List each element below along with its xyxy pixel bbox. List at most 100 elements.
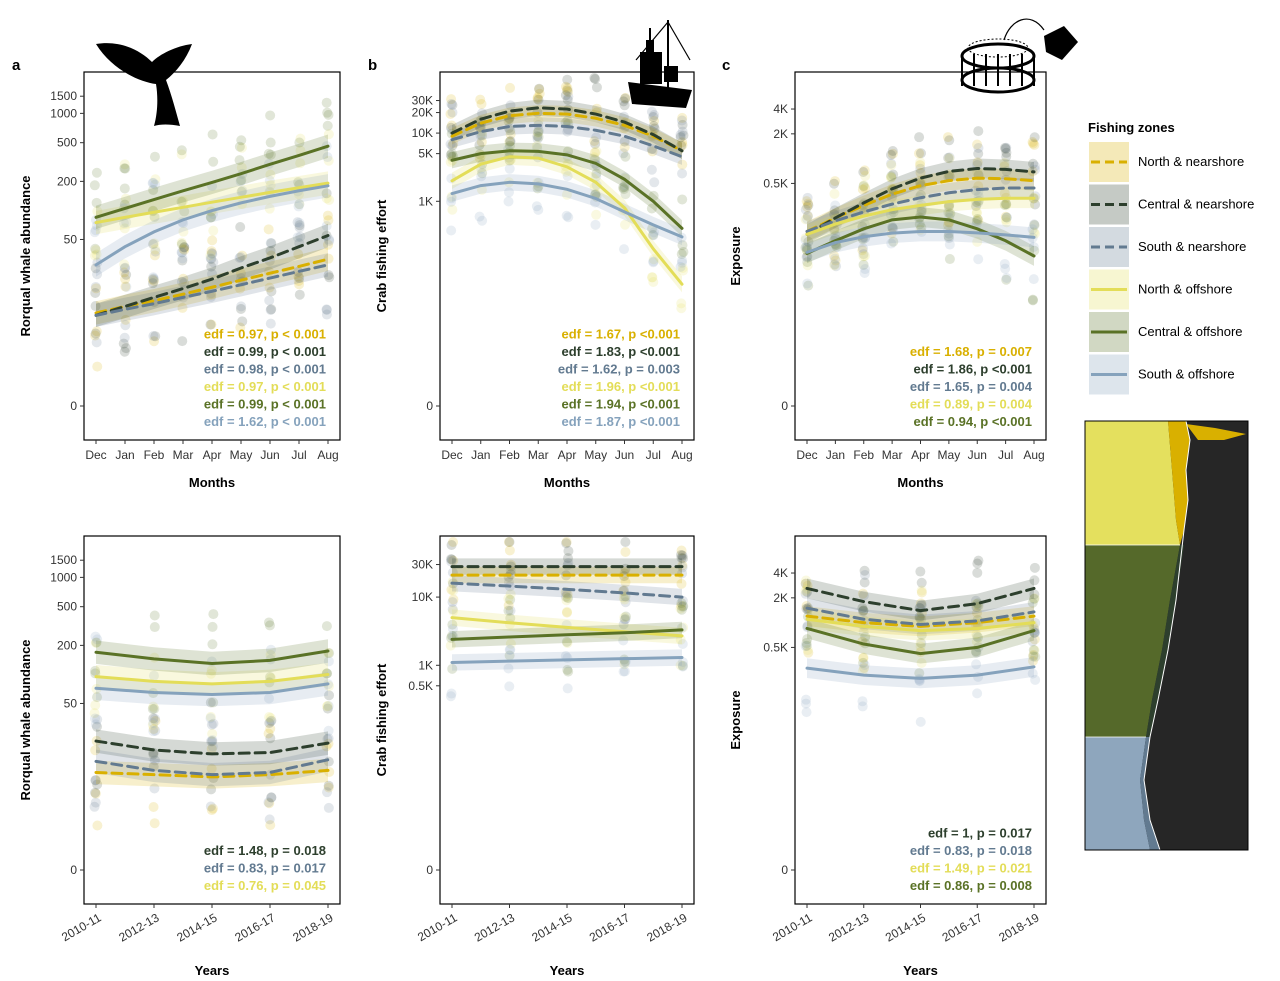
- model-annotation: edf = 0.99, p < 0.001: [204, 397, 326, 412]
- observation-point: [531, 201, 542, 212]
- observation-point: [264, 798, 275, 809]
- observation-point: [208, 156, 219, 167]
- x-tick-label: 2018-19: [644, 910, 689, 944]
- observation-point: [943, 201, 954, 212]
- observation-point: [477, 108, 488, 119]
- observation-point: [916, 657, 927, 668]
- observation-point: [178, 243, 189, 254]
- observation-point: [91, 249, 102, 260]
- observation-point: [1001, 142, 1012, 153]
- model-annotation: edf = 0.76, p = 0.045: [204, 878, 326, 893]
- observation-point: [999, 258, 1010, 269]
- observation-point: [505, 110, 516, 121]
- observation-point: [619, 571, 630, 582]
- observation-point: [973, 632, 984, 643]
- observation-point: [206, 665, 217, 676]
- observation-point: [91, 326, 102, 337]
- x-tick-label: Aug: [317, 448, 338, 462]
- y-tick-label: 20K: [412, 106, 433, 120]
- observation-point: [265, 238, 276, 249]
- x-axis-label: Months: [544, 475, 590, 490]
- x-tick-label: Jan: [471, 448, 490, 462]
- observation-point: [265, 137, 276, 148]
- observation-point: [148, 239, 159, 250]
- observation-point: [803, 647, 814, 658]
- series-line-south-nearshore: [450, 581, 684, 599]
- observation-point: [648, 256, 659, 267]
- observation-point: [858, 166, 869, 177]
- observation-point: [648, 230, 659, 241]
- series-line-central-offshore: [805, 626, 1036, 656]
- observation-point: [292, 232, 303, 243]
- observation-point: [971, 631, 982, 642]
- observation-point: [620, 611, 631, 622]
- observation-point: [915, 148, 926, 159]
- observation-point: [971, 629, 982, 640]
- observation-point: [324, 690, 335, 701]
- panel-label: a: [12, 57, 21, 74]
- observation-point: [1030, 651, 1041, 662]
- observation-point: [677, 240, 688, 251]
- observation-point: [206, 736, 217, 747]
- observation-point: [675, 129, 686, 140]
- y-tick-label: 4K: [773, 566, 788, 580]
- observation-point: [237, 250, 248, 261]
- observation-point: [504, 136, 515, 147]
- observation-point: [207, 736, 218, 747]
- observation-point: [148, 701, 159, 712]
- observation-point: [206, 319, 217, 330]
- observation-point: [446, 584, 457, 595]
- observation-point: [532, 183, 543, 194]
- observation-point: [447, 623, 458, 634]
- y-tick-label: 2K: [773, 591, 788, 605]
- observation-point: [505, 613, 516, 624]
- observation-point: [148, 726, 159, 737]
- observation-point: [561, 595, 572, 606]
- observation-point: [532, 93, 543, 104]
- observation-point: [914, 611, 925, 622]
- observation-point: [91, 197, 102, 208]
- observation-point: [802, 645, 813, 656]
- observation-point: [562, 592, 573, 603]
- observation-point: [886, 149, 897, 160]
- observation-point: [561, 537, 572, 547]
- observation-point: [887, 145, 898, 156]
- observation-point: [678, 130, 689, 141]
- observation-point: [944, 152, 955, 163]
- observation-point: [323, 780, 334, 791]
- observation-point: [676, 115, 687, 126]
- raw-observation-points: [445, 537, 689, 702]
- observation-point: [322, 701, 333, 712]
- observation-point: [120, 193, 131, 204]
- observation-point: [150, 246, 161, 257]
- observation-point: [90, 665, 101, 676]
- observation-point: [648, 229, 659, 240]
- series-line-north-offshore: [450, 155, 684, 286]
- observation-point: [857, 696, 868, 707]
- observation-point: [119, 159, 130, 170]
- observation-point: [999, 158, 1010, 169]
- x-tick-label: Apr: [203, 448, 222, 462]
- observation-point: [505, 100, 516, 111]
- observation-point: [208, 609, 219, 620]
- observation-point: [915, 167, 926, 178]
- observation-point: [294, 217, 305, 228]
- confidence-band: [807, 207, 1034, 266]
- observation-point: [532, 127, 543, 138]
- observation-point: [236, 162, 247, 173]
- y-tick-label: 10K: [412, 590, 433, 604]
- panel-b-bottom: 0 0.5K 1K 10K 30K 2010-11 2012-13 2014-15 2016-1…: [374, 535, 695, 978]
- y-tick-label: 50: [64, 696, 78, 710]
- observation-point: [505, 605, 516, 616]
- observation-point: [149, 336, 160, 347]
- observation-point: [179, 278, 190, 289]
- observation-point: [801, 196, 812, 207]
- observation-point: [830, 200, 841, 211]
- observation-point: [676, 600, 687, 611]
- observation-point: [858, 259, 869, 270]
- observation-point: [533, 125, 544, 136]
- observation-point: [1029, 593, 1040, 604]
- x-tick-label: 2016-17: [232, 910, 277, 944]
- x-axis-label: Months: [189, 475, 235, 490]
- observation-point: [858, 180, 869, 191]
